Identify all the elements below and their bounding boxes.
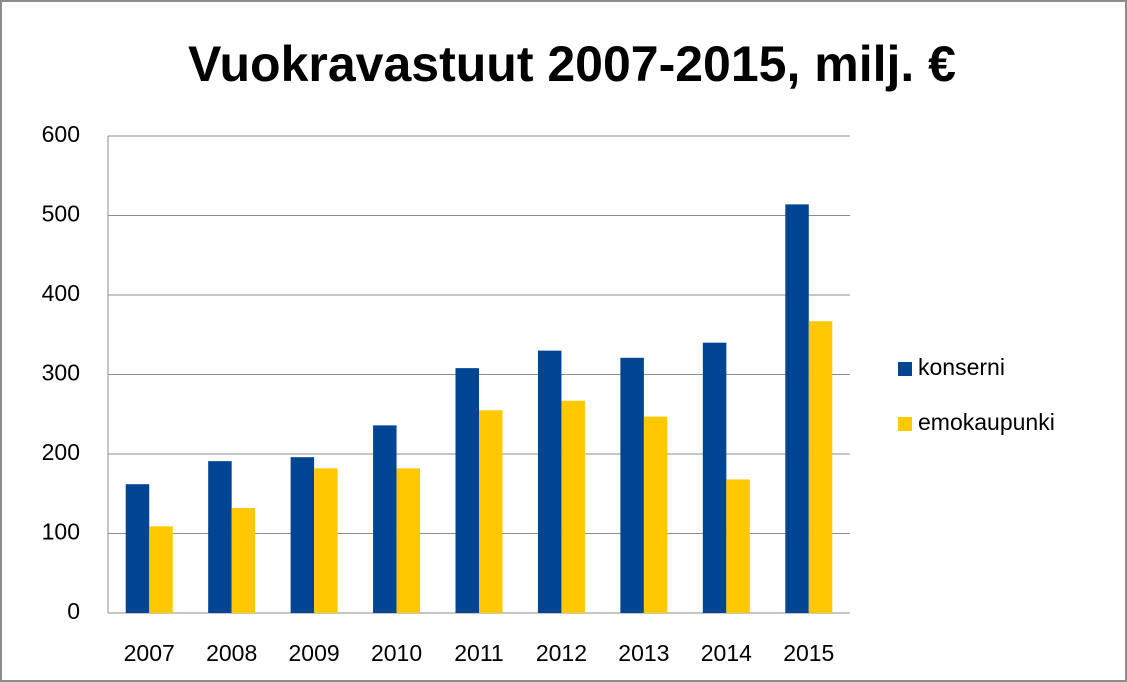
bar	[149, 526, 173, 613]
bar	[314, 468, 338, 613]
x-tick-label: 2009	[289, 640, 340, 666]
x-tick-label: 2010	[371, 640, 422, 666]
x-tick-label: 2011	[454, 640, 503, 666]
legend-label: emokaupunki	[918, 409, 1055, 435]
legend-swatch	[898, 417, 912, 431]
y-tick-label: 100	[42, 519, 80, 545]
bar	[643, 416, 668, 613]
chart-title: Vuokravastuut 2007-2015, milj. €	[188, 36, 956, 92]
x-tick-label: 2013	[618, 640, 669, 666]
x-tick-label: 2015	[783, 640, 834, 666]
bar	[808, 321, 833, 613]
bar	[208, 461, 232, 613]
bar	[537, 350, 562, 613]
bar	[290, 457, 315, 613]
bar	[561, 400, 585, 613]
bar	[479, 410, 503, 613]
y-tick-label: 400	[42, 280, 80, 306]
y-tick-label: 200	[42, 439, 80, 465]
bar	[373, 425, 397, 613]
bar	[396, 468, 421, 613]
x-tick-label: 2007	[124, 640, 175, 666]
y-tick-label: 500	[42, 201, 80, 227]
y-tick-label: 0	[67, 598, 80, 624]
x-tick-label: 2008	[206, 640, 257, 666]
x-tick-label: 2012	[536, 640, 587, 666]
legend-swatch	[898, 362, 912, 376]
bar	[702, 342, 727, 613]
y-tick-label: 300	[42, 360, 80, 386]
bar	[620, 357, 644, 613]
bar	[231, 508, 256, 613]
bar	[785, 204, 809, 613]
y-tick-label: 600	[42, 121, 80, 147]
bar	[455, 368, 479, 613]
bar	[125, 484, 150, 613]
bar	[726, 479, 750, 613]
x-tick-label: 2014	[701, 640, 752, 666]
legend-label: konserni	[918, 354, 1005, 380]
